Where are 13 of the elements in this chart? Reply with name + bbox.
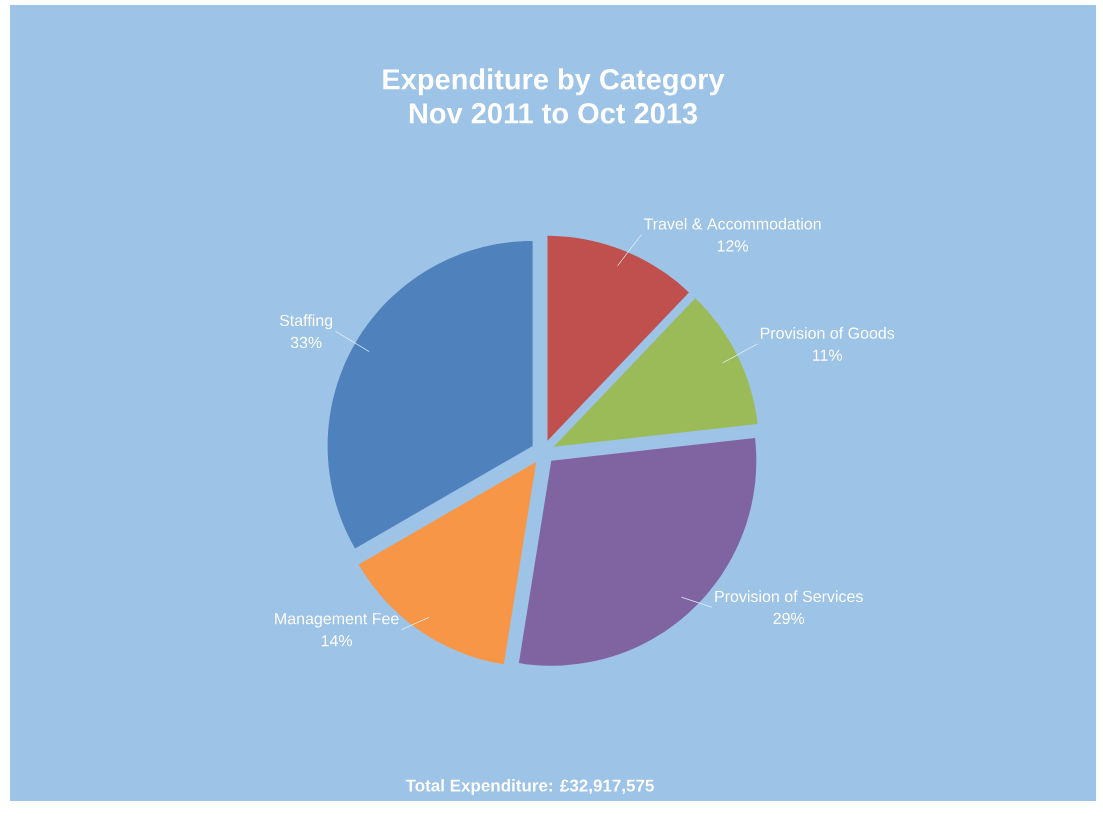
slice-label: Provision of Services [715,590,863,603]
chart-title: Expenditure by Category [383,68,725,96]
data-label: 11% [813,349,843,361]
slice-label: Travel & Accommodation [643,217,821,230]
data-label: 29% [773,612,805,625]
slice-label: Management Fee [275,613,399,628]
data-label: 12% [717,240,749,252]
data-label: 14% [321,635,353,647]
text: Total Expenditure: £32,917,575 [405,779,654,795]
slice-label: Provision of Goods [760,327,895,339]
data-label: 33% [290,336,322,349]
slice-label: Staffing [279,314,333,330]
chart-subtitle: Nov 2011 to Oct 2013 [409,103,697,124]
